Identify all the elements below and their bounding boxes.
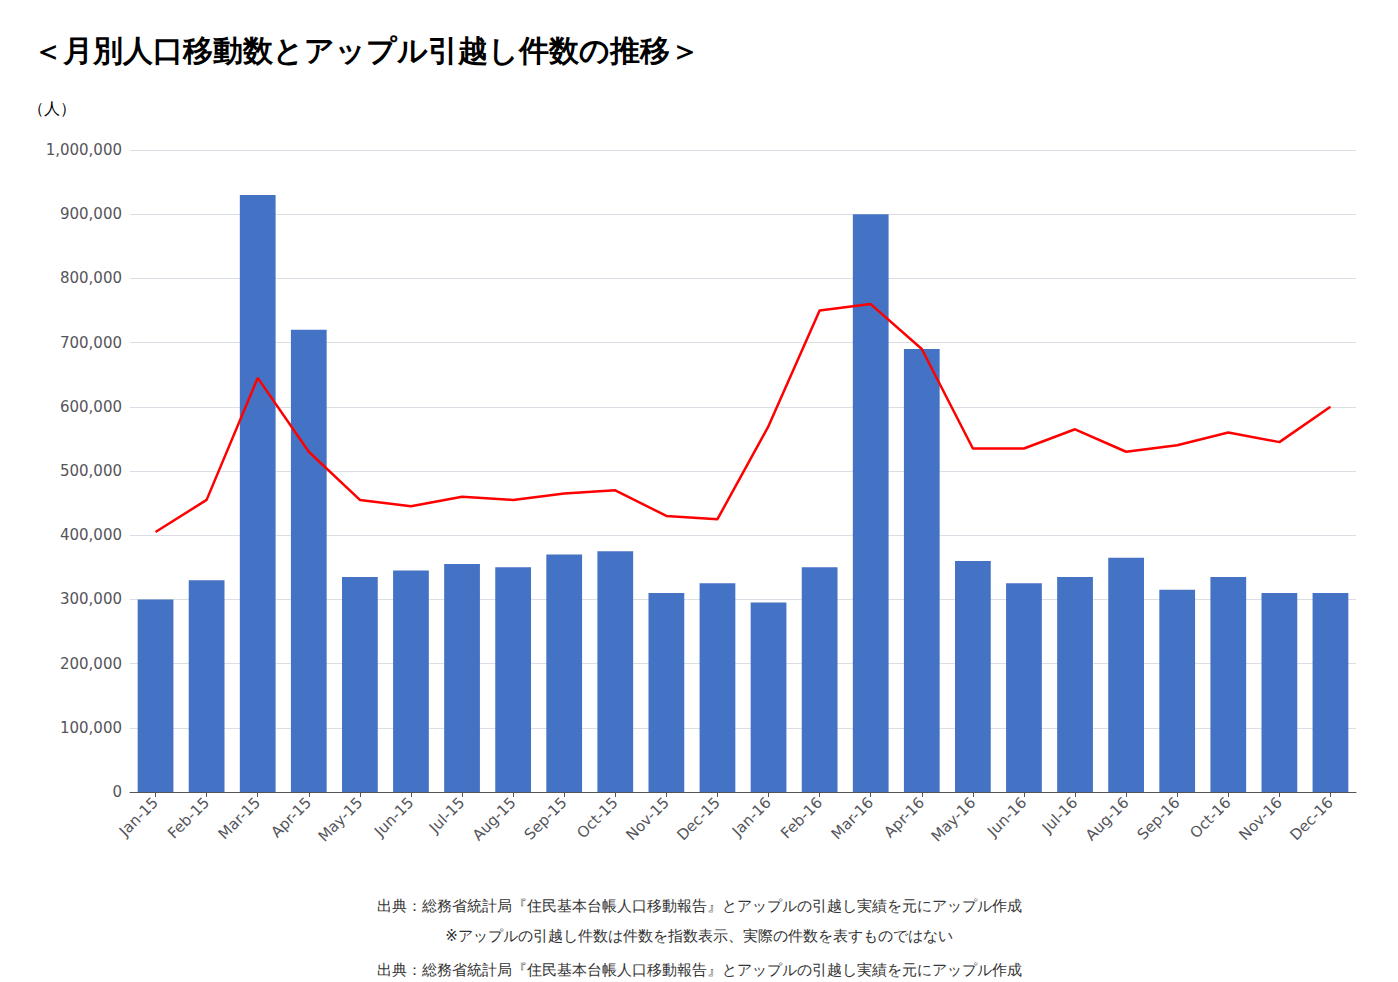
svg-text:Dec-15: Dec-15 — [673, 794, 724, 845]
svg-text:800,000: 800,000 — [60, 269, 122, 287]
svg-text:（人）: （人） — [28, 99, 76, 118]
svg-text:600,000: 600,000 — [60, 398, 122, 416]
svg-text:Dec-16: Dec-16 — [1286, 794, 1337, 845]
svg-text:＜月別人口移動数とアップル引越し件数の推移＞: ＜月別人口移動数とアップル引越し件数の推移＞ — [33, 33, 700, 68]
svg-text:200,000: 200,000 — [60, 655, 122, 673]
svg-text:May-15: May-15 — [314, 794, 366, 846]
svg-text:Oct-16: Oct-16 — [1186, 794, 1234, 842]
svg-text:Sep-16: Sep-16 — [1134, 794, 1184, 844]
svg-text:Nov-16: Nov-16 — [1235, 794, 1285, 844]
svg-text:※アップルの引越し件数は件数を指数表示、実際の件数を表すもの: ※アップルの引越し件数は件数を指数表示、実際の件数を表すものではない — [445, 927, 953, 945]
svg-text:Jan-16: Jan-16 — [728, 794, 775, 841]
svg-text:1,000,000: 1,000,000 — [46, 141, 122, 159]
svg-text:Apr-16: Apr-16 — [880, 794, 928, 842]
svg-text:300,000: 300,000 — [60, 590, 122, 608]
svg-text:Feb-16: Feb-16 — [777, 794, 826, 843]
svg-text:Jun-15: Jun-15 — [370, 794, 417, 841]
svg-text:0: 0 — [112, 783, 122, 801]
svg-text:Aug-15: Aug-15 — [469, 794, 520, 845]
svg-text:Mar-16: Mar-16 — [828, 794, 877, 843]
svg-text:Jul-15: Jul-15 — [425, 794, 469, 838]
svg-text:出典：総務省統計局『住民基本台帳人口移動報告』とアップルの引: 出典：総務省統計局『住民基本台帳人口移動報告』とアップルの引越し実績を元にアップ… — [377, 961, 1022, 979]
svg-text:Sep-15: Sep-15 — [521, 794, 571, 844]
svg-text:Nov-15: Nov-15 — [622, 794, 672, 844]
svg-text:Aug-16: Aug-16 — [1082, 794, 1133, 845]
svg-text:900,000: 900,000 — [60, 205, 122, 223]
svg-text:400,000: 400,000 — [60, 526, 122, 544]
svg-text:Jun-16: Jun-16 — [983, 794, 1030, 841]
svg-text:700,000: 700,000 — [60, 334, 122, 352]
svg-text:Apr-15: Apr-15 — [267, 794, 315, 842]
svg-text:Feb-15: Feb-15 — [164, 794, 213, 843]
svg-text:Jan-15: Jan-15 — [115, 794, 162, 841]
svg-text:Oct-15: Oct-15 — [573, 794, 621, 842]
svg-text:Jul-16: Jul-16 — [1038, 794, 1082, 838]
svg-text:May-16: May-16 — [927, 794, 979, 846]
svg-text:出典：総務省統計局『住民基本台帳人口移動報告』とアップルの引: 出典：総務省統計局『住民基本台帳人口移動報告』とアップルの引越し実績を元にアップ… — [377, 897, 1022, 915]
svg-text:500,000: 500,000 — [60, 462, 122, 480]
svg-text:Mar-15: Mar-15 — [215, 794, 264, 843]
svg-text:100,000: 100,000 — [60, 719, 122, 737]
